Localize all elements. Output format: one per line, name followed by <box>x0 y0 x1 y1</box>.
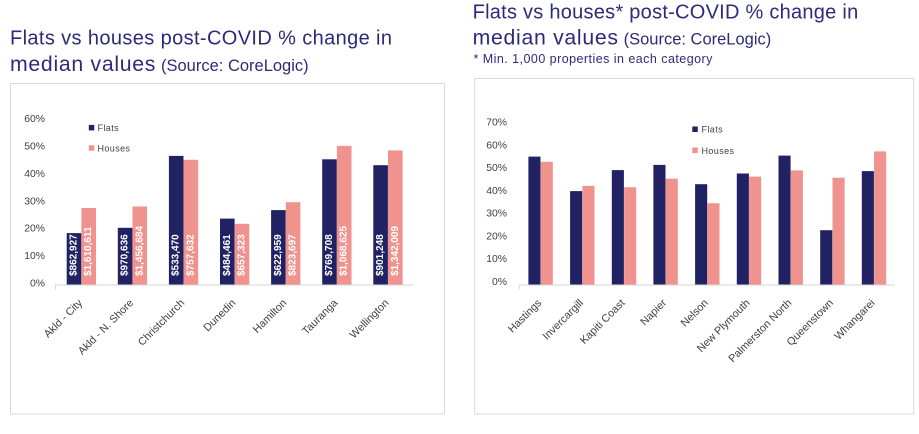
svg-text:$757,632: $757,632 <box>185 234 196 276</box>
svg-text:$862,927: $862,927 <box>69 234 80 276</box>
svg-text:(Source: CoreLogic): (Source: CoreLogic) <box>624 30 772 48</box>
svg-text:$533,470: $533,470 <box>171 234 182 276</box>
svg-text:$1,342,009: $1,342,009 <box>390 226 401 276</box>
svg-text:0%: 0% <box>492 277 507 288</box>
svg-text:30%: 30% <box>486 209 507 220</box>
svg-text:50%: 50% <box>24 142 45 153</box>
svg-text:20%: 20% <box>24 224 45 235</box>
svg-text:30%: 30% <box>24 196 45 207</box>
svg-text:Houses: Houses <box>702 146 735 156</box>
svg-text:median values: median values <box>473 25 619 49</box>
svg-text:median values: median values <box>10 52 156 76</box>
svg-text:$622,959: $622,959 <box>273 234 284 276</box>
svg-text:Houses: Houses <box>98 143 131 153</box>
svg-text:$970,636: $970,636 <box>120 234 131 276</box>
svg-text:70%: 70% <box>486 118 507 129</box>
svg-text:$1,068,625: $1,068,625 <box>339 226 350 276</box>
svg-text:40%: 40% <box>486 186 507 197</box>
svg-text:50%: 50% <box>486 163 507 174</box>
svg-text:60%: 60% <box>24 114 45 125</box>
svg-text:$823,697: $823,697 <box>288 234 299 276</box>
svg-text:40%: 40% <box>24 169 45 180</box>
svg-text:0%: 0% <box>30 278 45 289</box>
svg-text:(Source: CoreLogic): (Source: CoreLogic) <box>161 57 309 75</box>
svg-text:Flats vs houses post-COVID % c: Flats vs houses post-COVID % change in <box>10 27 392 49</box>
svg-text:Flats: Flats <box>98 123 120 133</box>
svg-text:$1,610,611: $1,610,611 <box>83 226 94 276</box>
svg-text:$657,323: $657,323 <box>237 234 248 276</box>
svg-text:20%: 20% <box>486 232 507 243</box>
svg-text:60%: 60% <box>486 140 507 151</box>
svg-text:$1,456,684: $1,456,684 <box>134 226 145 276</box>
svg-text:$769,708: $769,708 <box>324 234 335 276</box>
svg-text:$901,248: $901,248 <box>375 234 386 276</box>
svg-text:* Min. 1,000 properties in eac: * Min. 1,000 properties in each category <box>474 52 714 66</box>
svg-text:$484,461: $484,461 <box>222 234 233 276</box>
svg-text:Flats vs houses* post-COVID %: Flats vs houses* post-COVID % change in <box>473 1 859 23</box>
svg-text:10%: 10% <box>24 251 45 262</box>
svg-text:Flats: Flats <box>702 125 724 135</box>
svg-text:10%: 10% <box>486 254 507 265</box>
